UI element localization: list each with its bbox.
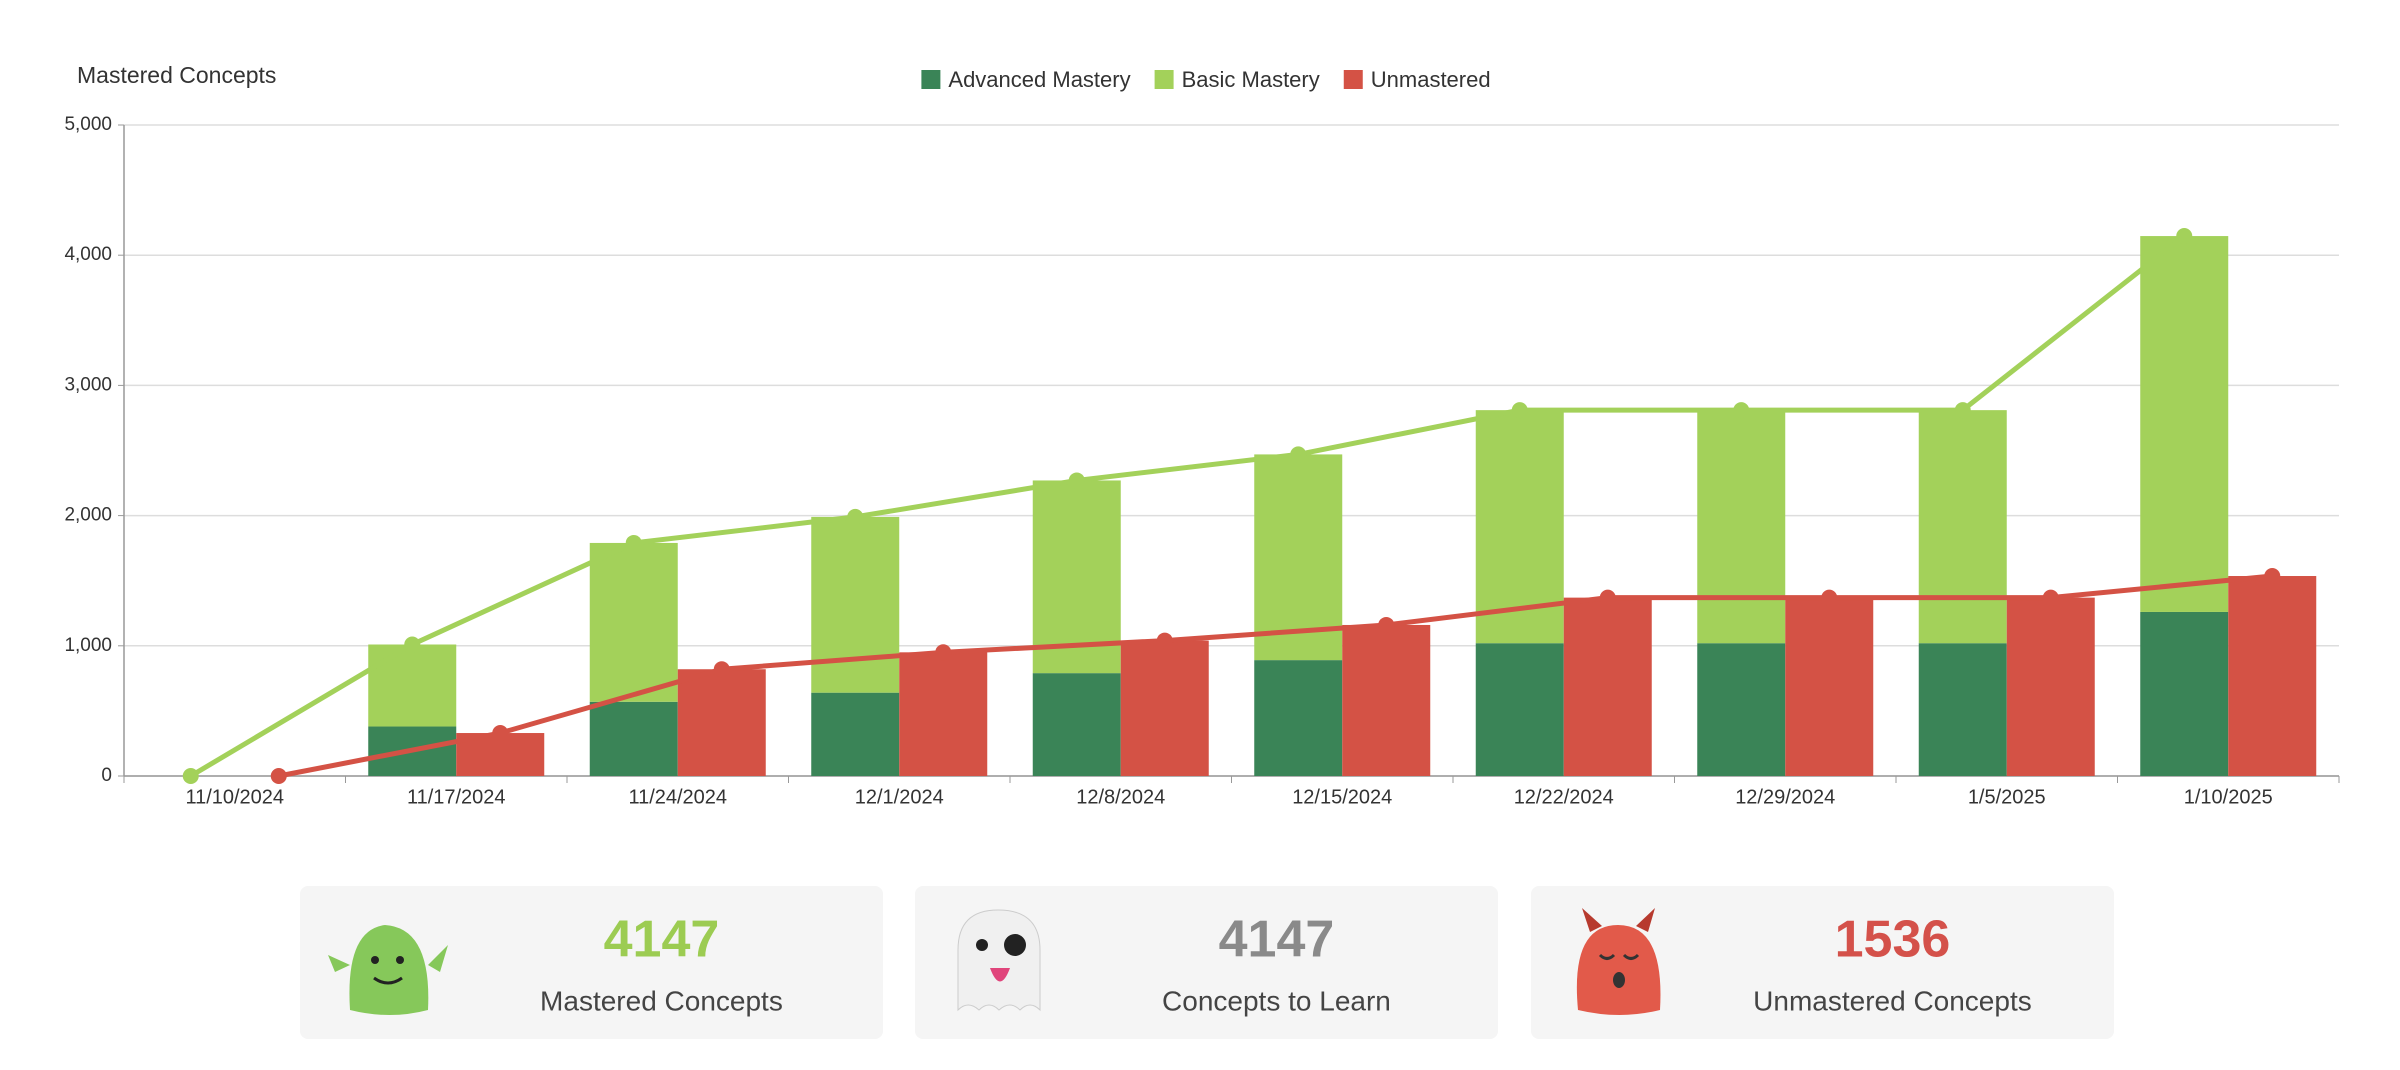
legend: Advanced Mastery Basic Mastery Unmastered [921, 67, 1491, 92]
x-tick-label: 11/17/2024 [407, 786, 506, 808]
trend-point [2176, 228, 2193, 245]
legend-label: Unmastered [1371, 67, 1491, 92]
x-tick-label: 12/22/2024 [1514, 786, 1614, 808]
bar [589, 701, 678, 776]
card-value: 4147 [1219, 911, 1335, 969]
plot: 0 1,000 2,000 3,000 4,000 5,000 11/10/2024 11/1… [64, 114, 2340, 808]
x-tick-label: 1/5/2025 [1968, 786, 2046, 808]
bar [1918, 410, 2007, 644]
trend-point [935, 644, 952, 661]
bar [1032, 673, 1121, 776]
bar [1342, 624, 1431, 776]
bar [2140, 236, 2229, 612]
trend-point [1954, 402, 1971, 419]
trend-point [492, 725, 509, 742]
bar [368, 644, 457, 727]
trend-point [1599, 589, 1616, 606]
bar [899, 652, 988, 776]
y-tick-label: 5,000 [64, 114, 112, 135]
trend-point [404, 636, 421, 653]
bar [811, 692, 900, 776]
y-tick-label: 3,000 [64, 374, 112, 395]
bar [1254, 660, 1343, 776]
bar [1120, 640, 1209, 776]
bar [811, 516, 900, 693]
bar [2006, 597, 2095, 776]
trend-point [2042, 589, 2059, 606]
card-value: 4147 [604, 911, 720, 969]
y-tick-label: 1,000 [64, 635, 112, 656]
legend-swatch [1154, 70, 1174, 89]
bar [1697, 410, 1786, 644]
trend-point [1511, 402, 1528, 419]
legend-label: Advanced Mastery [948, 67, 1130, 92]
chart-title: Mastered Concepts [77, 62, 276, 88]
legend-label: Basic Mastery [1182, 67, 1320, 92]
trend-point [625, 534, 642, 551]
card-label: Mastered Concepts [540, 985, 783, 1016]
bar [1697, 643, 1786, 776]
bar [1475, 643, 1564, 776]
legend-swatch [1343, 70, 1363, 89]
red-monster-icon [1576, 908, 1661, 1015]
trend-line [278, 573, 2273, 779]
card [1531, 886, 2114, 1039]
bar [589, 542, 678, 702]
x-tick-label: 1/10/2025 [2184, 786, 2273, 808]
x-tick-label: 11/24/2024 [628, 786, 727, 808]
bar [1032, 480, 1121, 674]
x-tick-label: 12/15/2024 [1292, 786, 1392, 808]
x-tick-label: 11/10/2024 [185, 786, 284, 808]
trend-point [1378, 616, 1395, 633]
card-value: 1536 [1835, 911, 1951, 969]
green-monster-icon [328, 925, 448, 1015]
y-tick-label: 0 [101, 765, 112, 786]
card-label: Unmastered Concepts [1753, 985, 2032, 1016]
y-tick-label: 4,000 [64, 244, 112, 265]
legend-swatch [921, 70, 941, 89]
trend-point [2264, 568, 2281, 585]
trend-point [1821, 589, 1838, 606]
y-tick-label: 2,000 [64, 505, 112, 526]
trend-point [182, 768, 199, 784]
x-tick-label: 12/29/2024 [1735, 786, 1835, 808]
trend-point [1290, 446, 1307, 463]
x-tick-label: 12/1/2024 [855, 786, 944, 808]
bar [1785, 597, 1874, 776]
bar [1918, 643, 2007, 776]
bar [1563, 597, 1652, 776]
trend-point [270, 768, 287, 784]
card-label: Concepts to Learn [1162, 985, 1391, 1016]
bar [2228, 576, 2317, 776]
card [300, 886, 883, 1039]
trend-line [189, 234, 2186, 779]
bar [2140, 611, 2229, 776]
card [915, 886, 1498, 1039]
bar [1254, 454, 1343, 661]
ghost-icon [957, 909, 1041, 1012]
bar [677, 669, 766, 776]
trend-point [847, 508, 864, 525]
trend-point [713, 661, 730, 678]
trend-point [1156, 632, 1173, 649]
trend-point [1068, 472, 1085, 489]
summary-cards [300, 886, 2114, 1039]
trend-point [1733, 402, 1750, 419]
x-tick-label: 12/8/2024 [1076, 786, 1165, 808]
